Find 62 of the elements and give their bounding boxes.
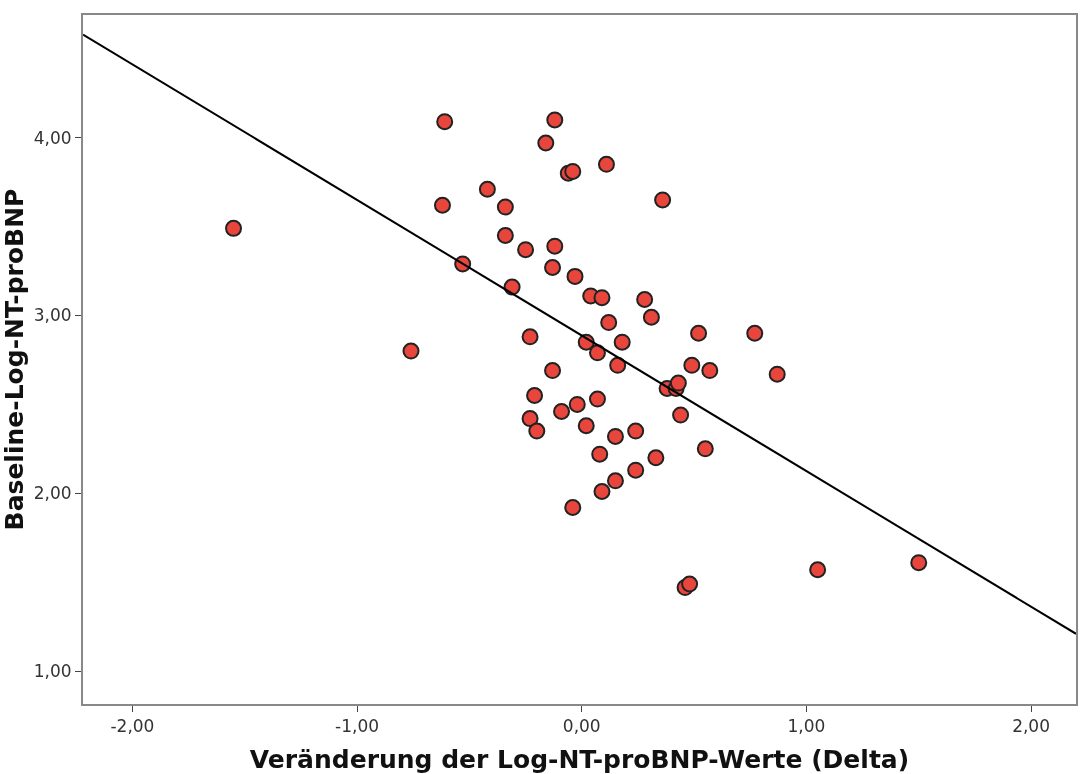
point	[591, 445, 609, 463]
point	[496, 226, 514, 244]
point	[564, 162, 582, 180]
point	[588, 390, 606, 408]
point	[613, 333, 631, 351]
point	[544, 362, 562, 380]
point	[746, 324, 764, 342]
y-axis-title: Baseline-Log-NT-proBNP	[0, 188, 29, 531]
point	[528, 422, 546, 440]
point	[690, 324, 708, 342]
y-tick-label: 1,00	[33, 661, 72, 682]
point	[577, 417, 595, 435]
point	[681, 575, 699, 593]
point	[537, 134, 555, 152]
point	[910, 554, 928, 572]
point	[597, 155, 615, 173]
point	[436, 113, 454, 131]
point	[654, 191, 672, 209]
point	[593, 289, 611, 307]
point	[521, 410, 539, 428]
point	[433, 196, 451, 214]
x-tick-label: 1,00	[787, 716, 826, 737]
point	[768, 365, 786, 383]
point	[546, 111, 564, 129]
point	[669, 374, 687, 392]
point	[225, 219, 243, 237]
x-tick-label: 2,00	[1012, 716, 1050, 737]
point	[627, 461, 645, 479]
point	[701, 362, 719, 380]
point	[809, 561, 827, 579]
point	[672, 406, 690, 424]
point	[402, 342, 420, 360]
point	[606, 427, 624, 445]
x-tick-label: -2,00	[110, 716, 155, 737]
point	[566, 267, 584, 285]
y-tick-label: 3,00	[33, 305, 72, 326]
point	[606, 472, 624, 490]
point	[544, 258, 562, 276]
y-tick-label: 2,00	[33, 483, 72, 504]
point	[696, 440, 714, 458]
point	[609, 356, 627, 374]
point	[588, 344, 606, 362]
point	[683, 356, 701, 374]
y-tick-label: 4,00	[33, 127, 72, 148]
point	[593, 483, 611, 501]
point	[568, 395, 586, 413]
point	[526, 387, 544, 404]
point	[546, 237, 564, 255]
point	[642, 308, 660, 326]
point	[647, 449, 665, 467]
point	[564, 499, 582, 517]
point	[496, 198, 514, 216]
point	[627, 422, 645, 440]
x-tick-label: 0,00	[562, 716, 601, 737]
x-axis-title: Veränderung der Log-NT-proBNP-Werte (Delta)	[249, 745, 910, 774]
point	[636, 290, 654, 308]
point	[553, 403, 571, 420]
point	[517, 241, 535, 259]
point	[478, 180, 496, 198]
point	[521, 328, 539, 346]
x-tick-label: -1,00	[335, 716, 380, 737]
point	[600, 314, 618, 332]
